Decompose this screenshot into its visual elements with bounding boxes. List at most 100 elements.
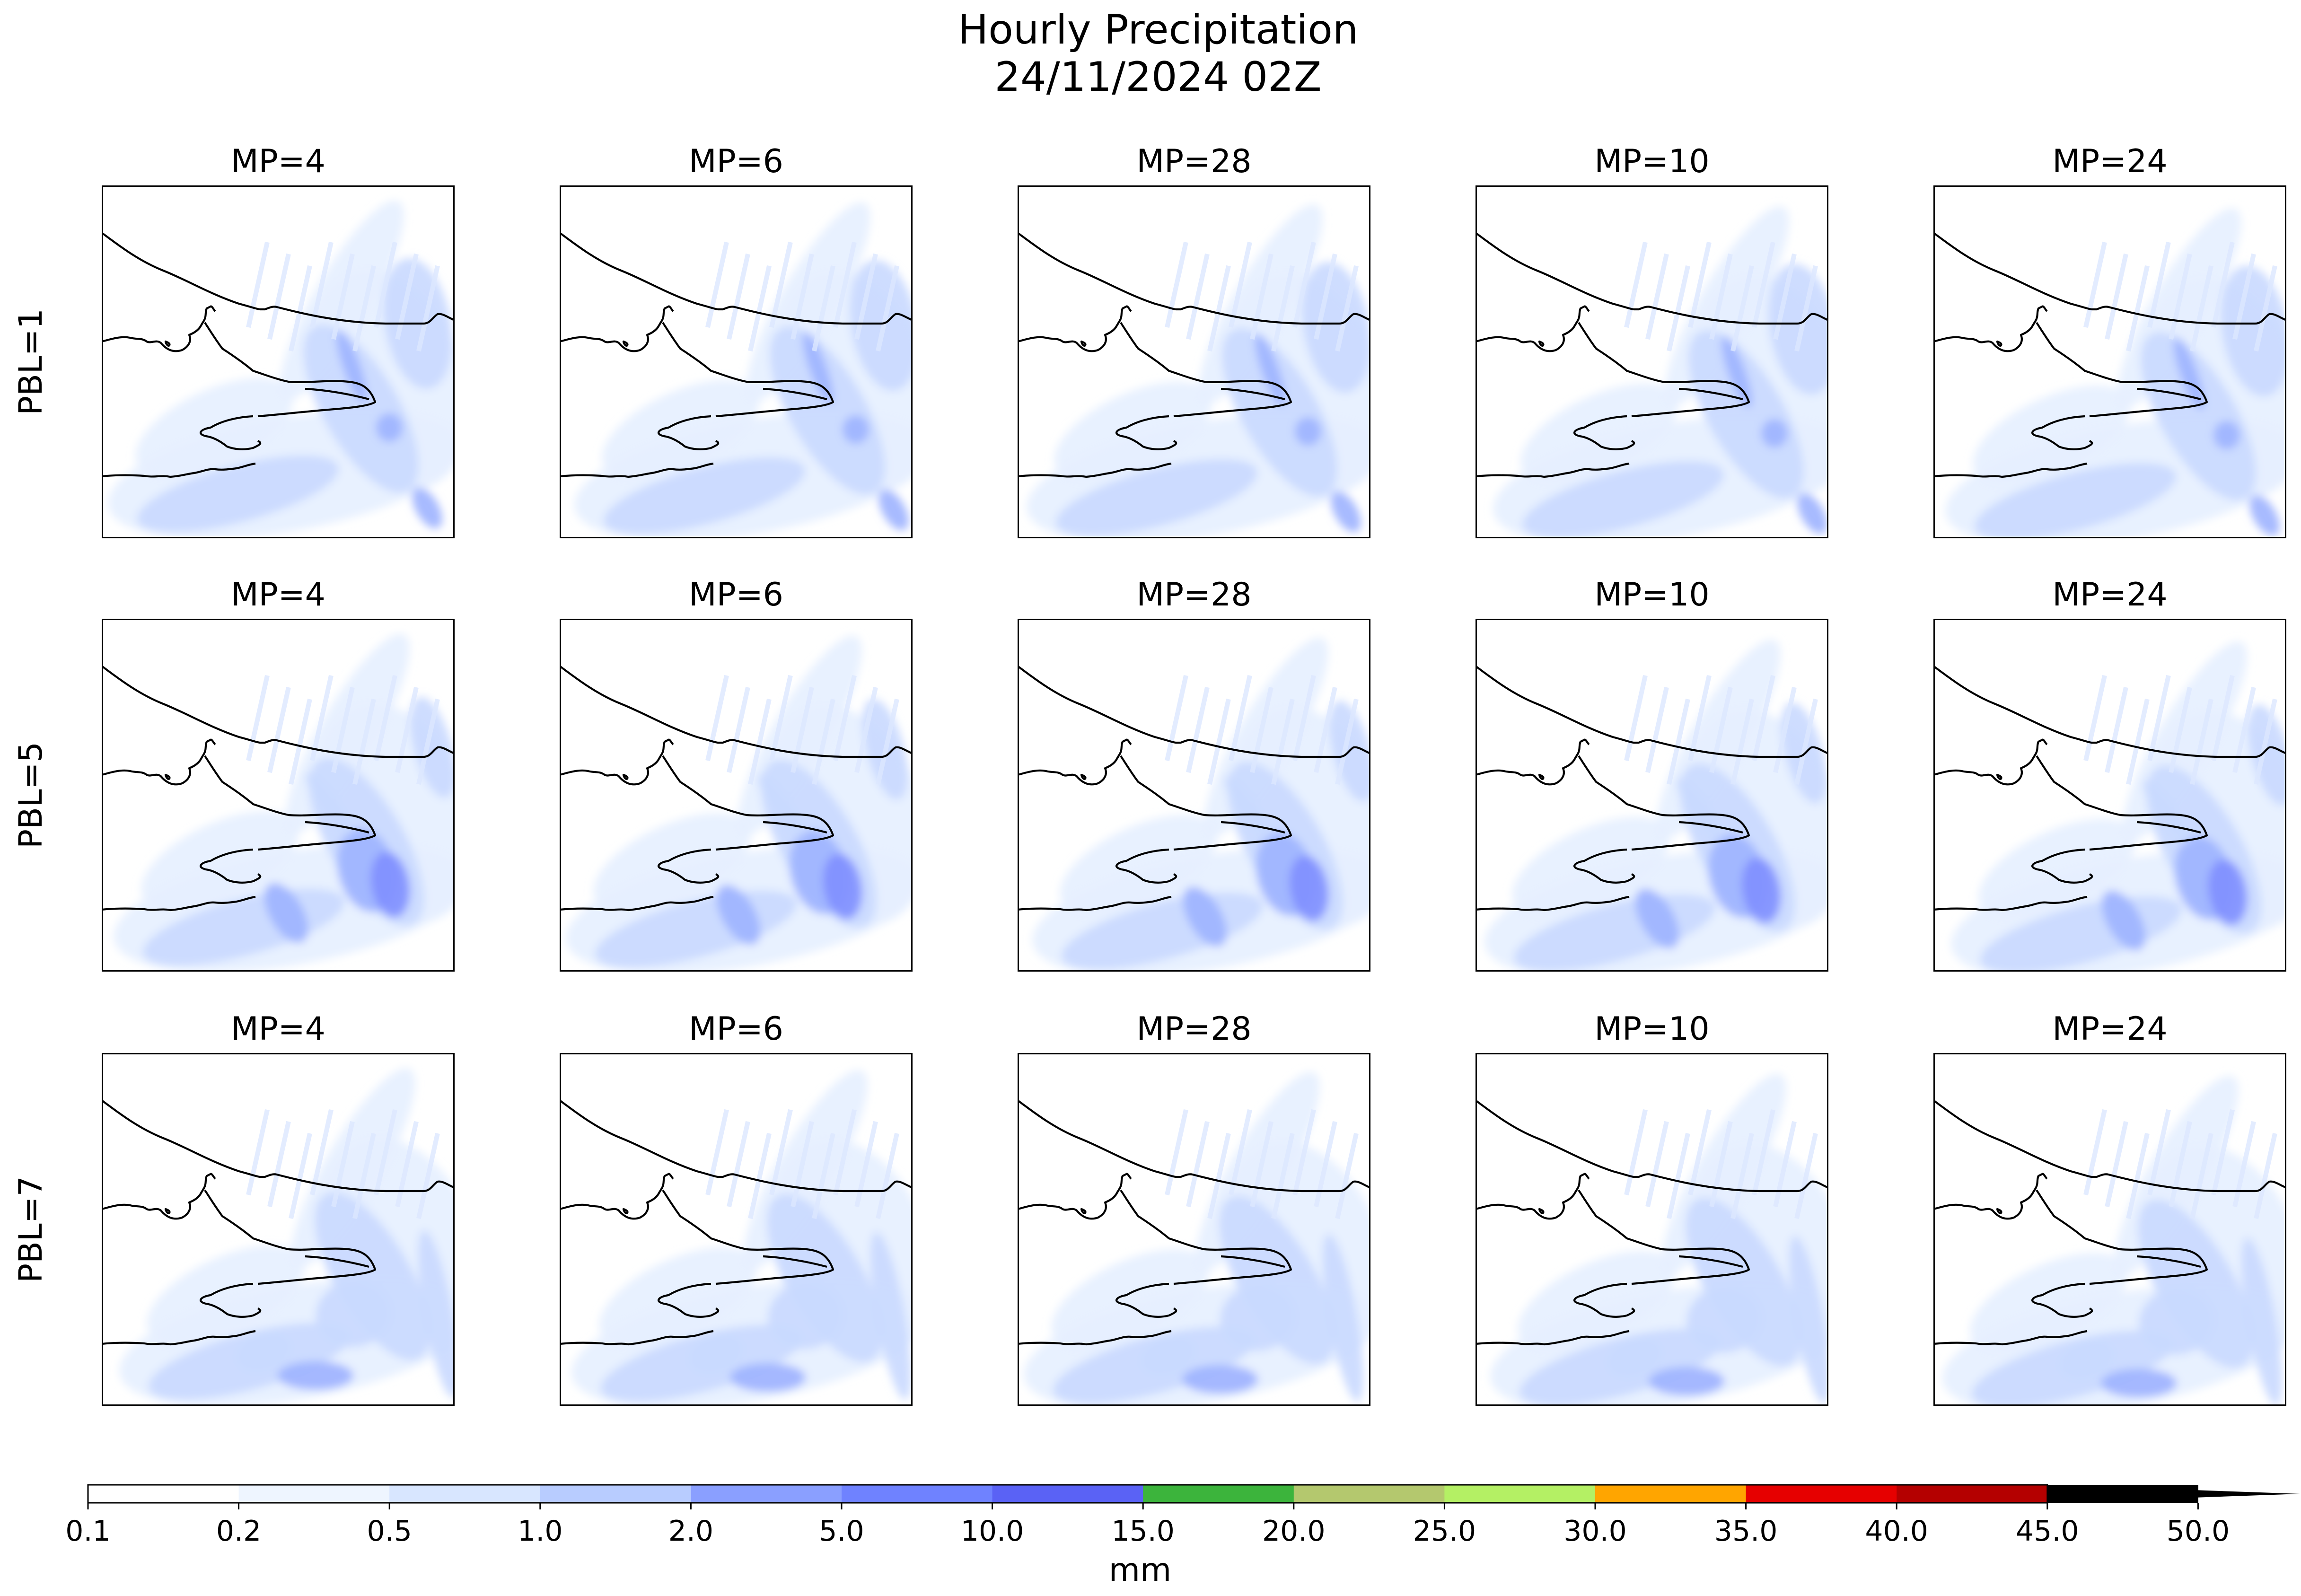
- precip-area: [1322, 1234, 1364, 1402]
- map-panel: MP=28: [1018, 576, 1370, 972]
- panel-title: MP=10: [1594, 1010, 1709, 1048]
- colorbar-tick-label: 5.0: [819, 1515, 864, 1548]
- precip-streak: [2232, 686, 2256, 773]
- panel-frame: [1475, 619, 1828, 972]
- precip-area: [1219, 1196, 1335, 1364]
- colorbar-tick-label: 30.0: [1563, 1515, 1627, 1548]
- precip-area: [2101, 1369, 2177, 1397]
- panel-frame: [1475, 185, 1828, 538]
- precip-streak: [1250, 253, 1273, 340]
- precip-area: [303, 324, 419, 493]
- precip-field: [102, 1053, 455, 1406]
- panel-grid: MP=4 MP=6 MP=28 MP=10 MP=24 MP=4 MP=6 MP=28 MP=1…: [102, 143, 2286, 1406]
- precip-streak: [748, 1132, 772, 1219]
- precip-field: [1018, 1053, 1370, 1406]
- precip-area: [1518, 1251, 1676, 1351]
- precip-streak: [790, 253, 814, 340]
- precip-streak: [1773, 253, 1797, 340]
- precip-area: [2213, 421, 2240, 449]
- precip-area: [306, 772, 352, 836]
- precip-streak: [2083, 1109, 2107, 1196]
- precip-streak: [2083, 675, 2107, 762]
- precip-field: [102, 619, 455, 972]
- precip-streak: [1271, 698, 1295, 785]
- precip-area: [410, 697, 455, 798]
- colorbar-tick-label: 0.2: [216, 1515, 261, 1548]
- precip-area: [1182, 1365, 1258, 1394]
- precip-streak: [1773, 1121, 1797, 1208]
- colorbar-tick-label: 35.0: [1714, 1515, 1778, 1548]
- precip-area: [2141, 332, 2256, 500]
- precip-streak: [1688, 675, 1712, 762]
- precip-area: [688, 1333, 744, 1374]
- precip-streak: [2147, 1109, 2171, 1196]
- precip-streak: [1335, 1132, 1359, 1219]
- map-panel: MP=6: [560, 1010, 913, 1406]
- precip-streak: [1314, 686, 1337, 773]
- precip-streak: [374, 241, 397, 328]
- precip-streak: [1667, 265, 1690, 352]
- panel-title: MP=28: [1136, 143, 1251, 180]
- precip-area: [1970, 1253, 2128, 1353]
- row-label: PBL=7: [12, 1176, 50, 1283]
- precip-field: [1475, 619, 1828, 972]
- precip-area: [1797, 493, 1827, 535]
- map-panel: MP=24: [1933, 143, 2286, 538]
- map-panel: MP=28: [1018, 1010, 1370, 1406]
- precip-area: [770, 326, 885, 495]
- precip-streak: [1688, 241, 1712, 328]
- precip-streak: [790, 686, 814, 773]
- panel-frame: [102, 619, 455, 972]
- precip-streak: [1709, 253, 1733, 340]
- precip-streak: [1645, 1121, 1669, 1208]
- colorbar-tick-label: 0.5: [367, 1515, 412, 1548]
- precip-streak: [374, 1109, 397, 1196]
- precip-area: [602, 379, 760, 480]
- precip-area: [1686, 1286, 1762, 1353]
- precip-area: [603, 457, 806, 535]
- precip-streak: [352, 698, 376, 785]
- precip-streak: [1186, 1121, 1210, 1208]
- precip-area: [1686, 1198, 1801, 1366]
- precip-area: [716, 885, 761, 945]
- precip-streak: [2190, 1132, 2213, 1219]
- precip-streak: [2105, 686, 2128, 773]
- colorbar-tick-label: 45.0: [2016, 1515, 2079, 1548]
- precip-streak: [727, 253, 750, 340]
- colorbar-segment: [88, 1485, 239, 1503]
- precip-streak: [1730, 1132, 1754, 1219]
- precip-streak: [2254, 265, 2277, 352]
- precip-streak: [1624, 241, 1648, 328]
- precip-streak: [2211, 675, 2235, 762]
- coastline: [1933, 232, 2286, 478]
- precip-streak: [1645, 686, 1669, 773]
- coastline: [560, 665, 913, 912]
- coastline: [102, 665, 455, 912]
- precip-streak: [1250, 686, 1273, 773]
- precip-area: [376, 413, 403, 442]
- colorbar: 0.1 0.2 0.5 1.0 2.0 5.0 10.0 15.0 20.0 25.0 30.0 35…: [65, 1484, 2300, 1589]
- precip-streak: [854, 253, 878, 340]
- precip-streak: [395, 253, 419, 340]
- precip-area: [1055, 459, 1258, 536]
- colorbar-tick-label: 25.0: [1413, 1515, 1476, 1548]
- precip-streak: [246, 1109, 270, 1196]
- precip-streak: [812, 1132, 835, 1219]
- panel-frame: [1018, 185, 1370, 538]
- precip-streak: [1207, 1132, 1231, 1219]
- precip-area: [2241, 1237, 2283, 1406]
- coastline: [1018, 1099, 1370, 1346]
- precip-streak: [727, 1121, 750, 1208]
- precip-streak: [705, 675, 729, 762]
- precip-streak: [2232, 253, 2256, 340]
- precip-area: [264, 883, 308, 943]
- precip-streak: [1335, 698, 1359, 785]
- precip-area: [2138, 1200, 2253, 1368]
- figure-title-line1: Hourly Precipitation: [958, 6, 1359, 53]
- colorbar-segment: [1746, 1485, 1897, 1503]
- precip-streak: [2211, 241, 2235, 328]
- precip-streak: [1709, 686, 1733, 773]
- precip-streak: [331, 253, 355, 340]
- precip-streak: [289, 265, 312, 352]
- precip-area: [730, 1363, 806, 1392]
